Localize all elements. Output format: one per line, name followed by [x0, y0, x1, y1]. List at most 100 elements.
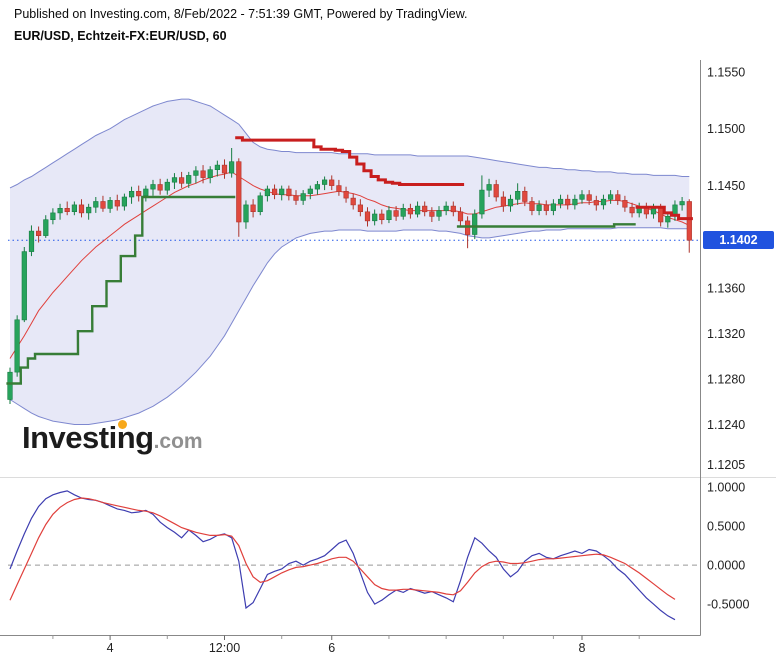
candle-body [271, 188, 278, 195]
candle-body [386, 210, 392, 221]
candle-body [550, 203, 556, 211]
candle-body [14, 319, 20, 373]
candle-body [464, 220, 471, 235]
candle-body [622, 200, 628, 208]
candle-body [186, 175, 192, 184]
time-axis-label: 12:00 [209, 641, 240, 655]
candle-body [207, 169, 213, 178]
candle-body [121, 196, 127, 207]
candle-body [679, 201, 685, 206]
candle-body [507, 198, 514, 207]
candle-body [7, 371, 13, 400]
price-axis-label: 1.1280 [707, 373, 745, 387]
candle-body [136, 191, 142, 197]
candle-body [593, 200, 599, 206]
candle-body [357, 204, 364, 212]
candle-body [78, 204, 85, 214]
candle-body [314, 184, 321, 190]
candle-body [579, 194, 585, 200]
candle-body [472, 213, 478, 235]
candle-body [343, 191, 349, 199]
price-axis-label: 1.1320 [707, 327, 745, 341]
candle-body [100, 201, 106, 209]
candle-body [293, 195, 299, 201]
candle-body [171, 177, 178, 183]
candle-body [86, 206, 92, 214]
investing-watermark: Investing.com [22, 420, 203, 455]
candle-body [321, 179, 328, 185]
candle-body [379, 213, 385, 220]
candle-body [35, 230, 42, 237]
candle-body [529, 201, 535, 211]
candle-body [193, 170, 199, 176]
watermark-brand-text: Investing [22, 420, 154, 455]
candle-body [522, 191, 528, 202]
candle-body [243, 204, 249, 223]
candle-body [557, 198, 564, 205]
candle-body [565, 198, 571, 206]
oscillator-signal-line [9, 497, 676, 601]
oscillator-axis-label: -0.5000 [707, 598, 749, 612]
candle-body [329, 179, 335, 186]
candle-body [21, 251, 27, 321]
candle-body [164, 181, 170, 191]
candle-body [229, 161, 235, 174]
oscillator-axis-label: 0.5000 [707, 520, 745, 534]
candle-body [615, 194, 621, 201]
candle-body [393, 210, 399, 217]
price-axis-label: 1.1550 [707, 65, 745, 79]
candle-body [143, 188, 149, 197]
candle-body [50, 212, 56, 220]
candle-body [264, 188, 271, 197]
candle-body [57, 208, 63, 214]
candle-body [300, 193, 306, 201]
time-axis-label: 6 [328, 641, 335, 655]
candle-body [515, 191, 521, 200]
candle-body [157, 184, 163, 191]
candle-body [336, 185, 342, 192]
oscillator-axis-label: 0.0000 [707, 559, 745, 573]
candle-body [407, 208, 414, 215]
candle-body [250, 204, 256, 212]
candle-body [486, 184, 492, 191]
candle-body [150, 184, 156, 190]
candle-body [400, 208, 406, 217]
watermark-suffix-text: .com [153, 430, 203, 453]
price-axis-label: 1.1240 [707, 418, 745, 432]
candle-body [221, 164, 228, 174]
attribution-text: Published on Investing.com, 8/Feb/2022 -… [14, 7, 468, 21]
oscillator-axis-label: 1.0000 [707, 481, 745, 495]
price-axis-label: 1.1360 [707, 282, 745, 296]
candle-body [479, 189, 485, 215]
candle-body [286, 188, 292, 197]
trend-support-line [6, 195, 636, 385]
candle-body [236, 161, 242, 223]
candle-body [257, 195, 263, 213]
candle-body [658, 208, 664, 223]
candle-body [586, 194, 592, 201]
candle-body [665, 216, 671, 223]
candle-body [307, 188, 313, 194]
candle-body [129, 191, 135, 198]
price-axis-label: 1.1500 [707, 122, 745, 136]
trend-resistance-line [235, 136, 693, 221]
candle-body [28, 230, 35, 252]
candle-body [500, 196, 507, 207]
candle-body [64, 208, 70, 213]
oscillator-fast-line [9, 490, 676, 621]
candle-body [600, 198, 607, 206]
candle-body [114, 200, 120, 207]
candle-body [436, 210, 442, 217]
candle-body [450, 205, 456, 213]
time-axis-label: 4 [107, 641, 114, 655]
candle-body [457, 211, 464, 222]
candle-body [107, 200, 113, 209]
price-axis-label: 1.1450 [707, 179, 745, 193]
candle-body [372, 213, 378, 222]
candle-body [536, 204, 542, 211]
candle-body [93, 201, 99, 208]
candle-body [686, 201, 692, 241]
candle-body [179, 177, 185, 184]
candle-body [493, 184, 499, 198]
